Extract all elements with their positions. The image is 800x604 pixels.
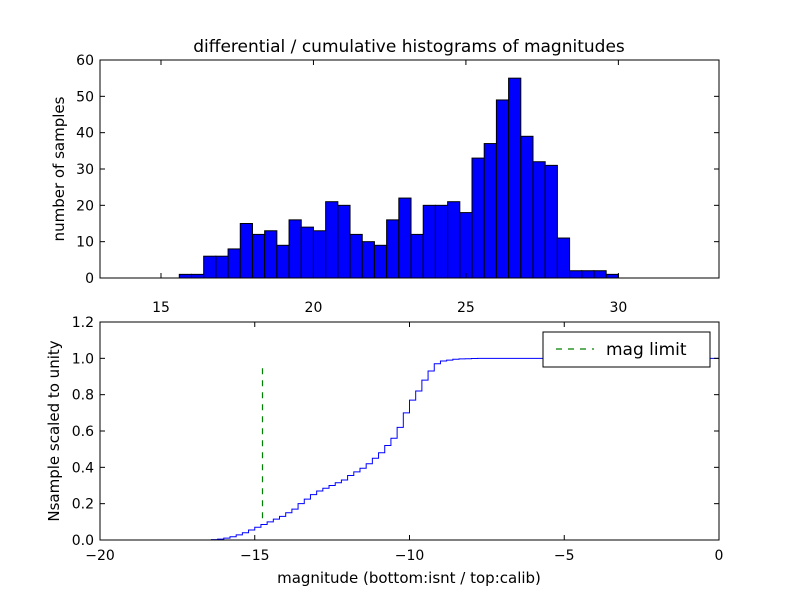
cumulative-panel: 0.0 0.2 0.4 0.6 0.8 1.0 1.2 −20 −15 −10 −5 0 magnit… (45, 315, 723, 587)
legend: mag limit (542, 331, 711, 368)
cumulative-step-line (100, 357, 720, 541)
histogram-bar (215, 255, 229, 279)
histogram-bar (276, 244, 290, 279)
histogram-bar (605, 273, 619, 279)
histogram-bar (288, 219, 302, 279)
histogram-frame (99, 59, 720, 279)
histogram-xtick-label: 25 (457, 300, 475, 316)
cumulative-ytick-label: 0.6 (72, 424, 94, 440)
histogram-bar (239, 223, 253, 279)
cumulative-xtick-label: −5 (554, 548, 575, 564)
histogram-bar (227, 248, 241, 279)
histogram-bar (459, 212, 473, 279)
cumulative-lines (100, 357, 720, 541)
histogram-bar (422, 204, 436, 279)
histogram-bar (520, 135, 534, 279)
histogram-ytick-label: 50 (76, 89, 94, 105)
histogram-bar (325, 201, 339, 279)
histogram-bar (251, 233, 266, 279)
histogram-bar (386, 219, 400, 279)
cumulative-ytick-label: 0.8 (72, 388, 94, 404)
histogram-ytick-label: 10 (76, 235, 94, 251)
histogram-bar (349, 233, 363, 279)
cumulative-ytick-label: 1.0 (72, 351, 94, 367)
histogram-xtick-label: 20 (305, 300, 323, 316)
histogram-bar (483, 143, 497, 279)
histogram-bar (337, 204, 351, 279)
histogram-bar (508, 77, 522, 279)
histogram-bar (361, 241, 375, 279)
histogram-bar (300, 226, 314, 279)
cumulative-ytick-label: 0.4 (72, 460, 94, 476)
histogram-bar (447, 201, 461, 279)
histogram-bar (471, 157, 485, 279)
cumulative-ytick-label: 1.2 (72, 315, 94, 331)
histogram-bar (532, 161, 546, 279)
cumulative-xlabel: magnitude (bottom:isnt / top:calib) (277, 569, 541, 587)
histogram-bars (178, 77, 619, 279)
histogram-bar (264, 230, 278, 279)
cumulative-frame (99, 321, 720, 541)
histogram-ytick-label: 20 (76, 198, 94, 214)
cumulative-xtick-label: −10 (395, 548, 425, 564)
histogram-bar (373, 244, 388, 279)
histogram-ytick-label: 30 (76, 162, 94, 178)
histogram-bar (178, 273, 192, 279)
legend-label-mag-limit: mag limit (606, 340, 687, 360)
histogram-ytick-label: 40 (76, 126, 94, 142)
histogram-bar (203, 255, 217, 279)
cumulative-xtick-label: −20 (85, 548, 115, 564)
cumulative-ytick-label: 0.2 (72, 497, 94, 513)
cumulative-xtick-label: −15 (240, 548, 270, 564)
histogram-bar (410, 233, 424, 279)
histogram-bar (569, 270, 583, 279)
histogram-ytick-label: 60 (76, 53, 94, 69)
histogram-bar (544, 164, 558, 279)
histogram-bar (593, 270, 607, 279)
histogram-ticks: 0 10 20 30 40 50 60 15 20 25 30 (76, 53, 719, 316)
histogram-xtick-label: 30 (609, 300, 627, 316)
histogram-xtick-label: 15 (152, 300, 170, 316)
histogram-bar (556, 237, 571, 279)
histogram-ylabel: number of samples (50, 96, 68, 241)
histogram-panel: differential / cumulative histograms of … (50, 37, 720, 316)
histogram-bar (434, 204, 449, 279)
histogram-bar (312, 230, 327, 279)
histogram-bar (398, 197, 412, 279)
cumulative-ytick-label: 0.0 (72, 533, 94, 549)
histogram-ytick-label: 0 (85, 271, 94, 287)
cumulative-ylabel: Nsample scaled to unity (45, 340, 63, 521)
cumulative-xtick-label: 0 (715, 548, 724, 564)
histogram-title: differential / cumulative histograms of … (193, 37, 625, 57)
histogram-bar (190, 273, 205, 279)
histogram-bar (495, 99, 510, 279)
histogram-bar (581, 270, 595, 279)
